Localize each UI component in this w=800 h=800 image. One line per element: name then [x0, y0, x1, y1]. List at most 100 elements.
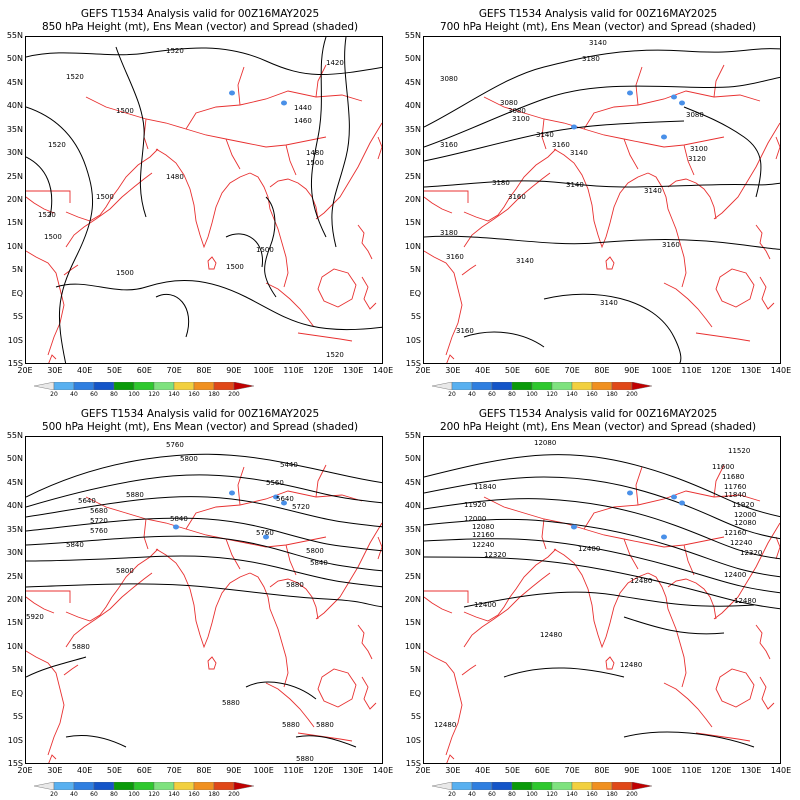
colorbar-segment [591, 782, 613, 790]
height-contour [26, 555, 382, 588]
height-contour [424, 556, 780, 610]
border-line [424, 190, 469, 203]
coastline [667, 578, 717, 620]
colorbar-segment [451, 782, 473, 790]
latitude-label: 10N [6, 641, 23, 651]
contour-label: 12160 [472, 531, 494, 539]
colorbar-label: 80 [110, 791, 118, 798]
coastline [225, 138, 241, 170]
height-contour [424, 518, 780, 578]
colorbar-segment [432, 782, 453, 790]
longitude-label: 100E [651, 366, 672, 375]
colorbar-label: 120 [148, 791, 160, 798]
longitude-label: 140E [770, 366, 792, 375]
border-line [424, 590, 469, 603]
height-contour [264, 196, 277, 298]
panel-200hpa: GEFS T1534 Analysis valid for 00Z16MAY20… [398, 400, 798, 800]
latitude-label: 45N [6, 477, 23, 487]
coastline [85, 96, 327, 148]
colorbar-label: 180 [208, 791, 220, 798]
latitude-label: 55N [404, 431, 421, 440]
contour-label: 5760 [256, 529, 274, 537]
coastline [361, 676, 377, 710]
map-area: 1520 1520 1500 1520 1500 1480 1520 1500 1500 1420… [25, 36, 383, 364]
longitude-label: 120E [313, 366, 334, 375]
colorbar-label: 120 [546, 391, 558, 398]
longitude-label: 120E [711, 766, 732, 775]
coastline [26, 650, 65, 756]
colorbar-label: 200 [228, 791, 240, 798]
contour-label: 5840 [170, 515, 188, 523]
contour-label: 3160 [552, 141, 570, 149]
longitude-label: 50E [504, 766, 521, 775]
coastline [713, 464, 725, 498]
colorbar-segment [34, 782, 55, 790]
longitude-label: 20E [415, 366, 431, 375]
colorbar-segment [511, 382, 533, 390]
coastline [155, 148, 251, 249]
latitude-label: 25N [6, 571, 23, 581]
coastline [635, 466, 643, 506]
panel-500hpa: GEFS T1534 Analysis valid for 00Z16MAY20… [0, 400, 400, 800]
colorbar-label: 80 [508, 391, 516, 398]
colorbar-segment [113, 382, 135, 390]
coastline [65, 572, 153, 648]
coastline [269, 178, 319, 220]
spread-shading [263, 534, 269, 540]
coastline [225, 538, 241, 570]
coastline [265, 682, 315, 728]
latitude-label: 50N [404, 454, 421, 464]
coastline [185, 90, 363, 130]
coastline [48, 354, 57, 363]
latitude-label: 30N [6, 548, 23, 558]
height-contour [424, 498, 780, 560]
contour-label: 12160 [724, 529, 746, 537]
longitude-label: 30E [47, 766, 63, 775]
coastline [424, 250, 463, 356]
longitude-label: 40E [77, 366, 93, 375]
coastline [63, 264, 79, 276]
coastline [207, 656, 217, 670]
contour-label: 3080 [508, 107, 526, 115]
longitude-label: 50E [106, 766, 123, 775]
longitude-label: 130E [342, 366, 364, 375]
panel-title-line2: 850 hPa Height (mt), Ens Mean (vector) a… [42, 21, 358, 33]
longitude-label: 20E [17, 766, 33, 775]
longitude-label: 110E [283, 366, 304, 375]
colorbar-segment [153, 382, 175, 390]
contour-label: 12400 [724, 571, 746, 579]
colorbar-label: 100 [526, 791, 538, 798]
colorbar-label: 60 [488, 391, 496, 398]
longitude-label: 90E [226, 766, 242, 775]
height-contour [26, 156, 53, 218]
contour-label: 5880 [222, 699, 240, 707]
longitude-label: 90E [226, 366, 242, 375]
contour-label: 1500 [306, 159, 324, 167]
longitude-label: 40E [77, 766, 93, 775]
coastline [461, 264, 477, 276]
latitude-label: 35N [6, 524, 23, 534]
contour-label: 1460 [294, 117, 312, 125]
latitude-label: 40N [404, 101, 421, 111]
height-contour [115, 46, 147, 218]
height-contour [683, 106, 762, 198]
coastline [463, 196, 511, 222]
coastline [755, 624, 771, 660]
coastline [509, 148, 557, 198]
contour-label: 1500 [116, 107, 134, 115]
latitude-label: 45N [404, 477, 421, 487]
height-contour [424, 76, 780, 148]
colorbar-segment [73, 382, 95, 390]
coastline [63, 664, 79, 676]
contour-label: 12240 [730, 539, 752, 547]
coastline [715, 268, 755, 308]
coastline [647, 572, 687, 688]
contour-label: 3120 [688, 155, 706, 163]
colorbar-segment [611, 382, 633, 390]
panel-850hpa: GEFS T1534 Analysis valid for 00Z16MAY20… [0, 0, 400, 400]
longitude-label: 60E [136, 766, 152, 775]
colorbar-segment [213, 782, 235, 790]
contour-label: 1520 [38, 211, 56, 219]
coastline [663, 682, 713, 728]
colorbar-segment [193, 782, 215, 790]
